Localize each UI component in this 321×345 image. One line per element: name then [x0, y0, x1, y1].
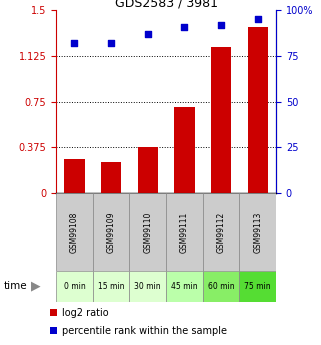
- Bar: [166, 271, 203, 302]
- Text: time: time: [3, 282, 27, 291]
- Bar: [65, 159, 84, 193]
- Bar: [174, 107, 195, 193]
- Text: 60 min: 60 min: [208, 282, 234, 291]
- Text: GSM99111: GSM99111: [180, 211, 189, 253]
- Bar: [93, 193, 129, 271]
- Text: log2 ratio: log2 ratio: [62, 308, 108, 317]
- Point: [255, 17, 260, 22]
- Text: GSM99108: GSM99108: [70, 211, 79, 253]
- Text: percentile rank within the sample: percentile rank within the sample: [62, 326, 227, 335]
- Text: GSM99112: GSM99112: [217, 211, 226, 253]
- Point: [219, 22, 224, 28]
- Bar: [166, 193, 203, 271]
- Bar: [203, 271, 239, 302]
- Bar: [129, 271, 166, 302]
- Bar: [56, 193, 93, 271]
- Bar: [239, 271, 276, 302]
- Point: [72, 40, 77, 46]
- Bar: [211, 47, 231, 193]
- Bar: [129, 193, 166, 271]
- Bar: [101, 162, 121, 193]
- Text: GSM99110: GSM99110: [143, 211, 152, 253]
- Text: ▶: ▶: [30, 280, 40, 293]
- Point: [108, 40, 114, 46]
- Bar: [56, 271, 93, 302]
- Point: [145, 31, 150, 37]
- Text: GSM99113: GSM99113: [253, 211, 262, 253]
- Bar: [248, 27, 268, 193]
- Bar: [138, 147, 158, 193]
- Bar: [93, 271, 129, 302]
- Title: GDS2583 / 3981: GDS2583 / 3981: [115, 0, 218, 9]
- Point: [182, 24, 187, 30]
- Text: 15 min: 15 min: [98, 282, 125, 291]
- Bar: [203, 193, 239, 271]
- Bar: [239, 193, 276, 271]
- Text: 30 min: 30 min: [134, 282, 161, 291]
- Text: 0 min: 0 min: [64, 282, 85, 291]
- Text: 75 min: 75 min: [244, 282, 271, 291]
- Text: 45 min: 45 min: [171, 282, 198, 291]
- Text: GSM99109: GSM99109: [107, 211, 116, 253]
